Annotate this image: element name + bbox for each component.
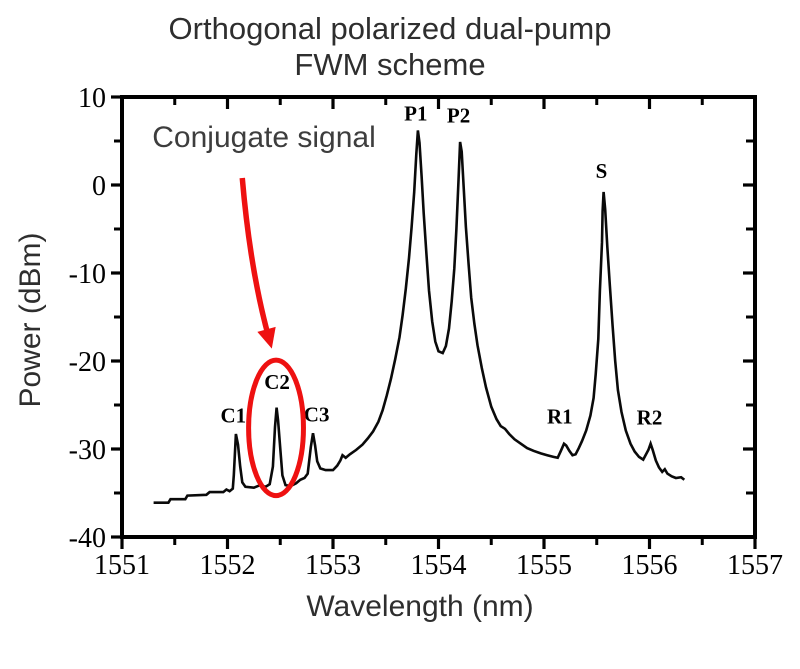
peak-label-C3: C3 — [304, 403, 330, 427]
peak-label-R2: R2 — [637, 405, 663, 429]
peak-label-P2: P2 — [447, 103, 470, 127]
peak-label-C2: C2 — [264, 370, 290, 394]
x-tick-label: 1555 — [516, 550, 572, 581]
x-axis-label: Wavelength (nm) — [306, 590, 534, 623]
y-tick-label: 10 — [78, 83, 106, 114]
peak-label-P1: P1 — [404, 102, 427, 126]
plot-frame — [120, 95, 757, 539]
x-tick-label: 1553 — [305, 550, 361, 581]
y-tick-label: -10 — [69, 259, 106, 290]
y-tick-label: -40 — [69, 523, 106, 554]
y-tick-label: 0 — [92, 171, 106, 202]
x-tick-label: 1556 — [622, 550, 678, 581]
peak-label-C1: C1 — [220, 404, 246, 428]
chart-title-line2: FWM scheme — [294, 47, 486, 82]
y-tick-label: -30 — [69, 435, 106, 466]
x-tick-label: 1554 — [411, 550, 467, 581]
x-tick-label: 1557 — [727, 550, 783, 581]
chart-title-line1: Orthogonal polarized dual-pump — [168, 11, 612, 46]
peak-label-S: S — [596, 159, 608, 183]
spectrum-curve — [153, 130, 686, 505]
conjugate-signal-annotation-text: Conjugate signal — [152, 121, 376, 154]
conjugate-arrow-shaft — [239, 177, 272, 338]
peak-label-R1: R1 — [547, 404, 573, 428]
x-tick-label: 1552 — [200, 550, 256, 581]
conjugate-arrow-head — [257, 326, 276, 349]
y-axis-label: Power (dBm) — [14, 232, 47, 408]
chart-title: Orthogonal polarized dual-pump FWM schem… — [10, 11, 770, 83]
conjugate-highlight-ellipse — [246, 357, 306, 499]
x-tick-label: 1551 — [94, 550, 150, 581]
y-tick-label: -20 — [69, 347, 106, 378]
